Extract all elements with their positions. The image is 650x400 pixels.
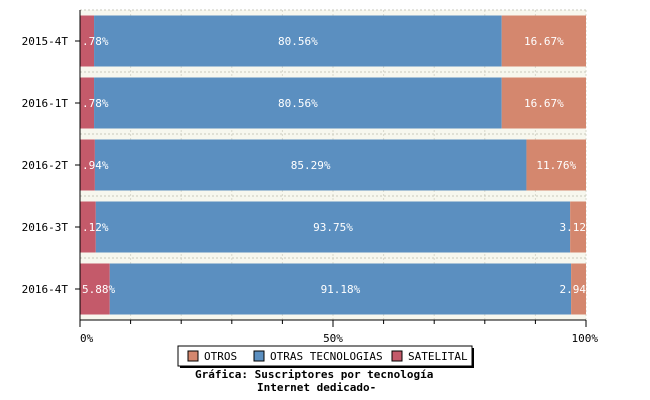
bar-data-label: 85.29% — [291, 159, 331, 172]
bar-segment-otras-tecnologias — [94, 15, 502, 67]
bar-data-label: 80.56% — [278, 35, 318, 48]
x-tick-label: 100% — [572, 332, 599, 345]
bar-data-label: 3.12 — [560, 221, 587, 234]
caption: Gráfica: Suscriptores por tecnologíaInte… — [195, 368, 433, 394]
bar-segment-otros — [501, 77, 586, 129]
bar-segment-otras-tecnologias — [94, 77, 502, 129]
bar-data-label: 11.76% — [536, 159, 576, 172]
bar-data-label: .78% — [82, 35, 109, 48]
legend-swatch — [253, 350, 265, 362]
bars — [80, 15, 586, 315]
bar-data-label: .94% — [82, 159, 109, 172]
category-label: 2016-3T — [22, 221, 69, 234]
bar-segment-satelital — [80, 15, 95, 67]
caption-line: Gráfica: Suscriptores por tecnología — [195, 368, 433, 381]
bar-data-label: 91.18% — [321, 283, 361, 296]
bar-data-label: 2.94 — [560, 283, 587, 296]
x-tick-label: 0% — [80, 332, 94, 345]
bar-labels: .78% 80.56% 16.67% .78% 80.56% 16.67% .94% 85.2… — [82, 35, 586, 296]
bar-segment-satelital — [80, 139, 95, 191]
bar-segment-otros — [501, 15, 586, 67]
legend-entry: OTROS — [204, 350, 237, 363]
legend-entry: SATELITAL — [408, 350, 468, 363]
bar-segment-otras-tecnologias — [94, 139, 527, 191]
axes: 2015-4T 2016-1T 2016-2T 2016-3T 2016-4T 0% 50%… — [22, 10, 599, 345]
bar-data-label: 80.56% — [278, 97, 318, 110]
x-tick-label: 50% — [323, 332, 343, 345]
bar-segment-otros — [526, 139, 586, 191]
bar-data-label: .78% — [82, 97, 109, 110]
bar-segment-satelital — [80, 263, 110, 315]
bar-segment-otras-tecnologias — [109, 263, 572, 315]
bar-data-label: 5.88% — [82, 283, 115, 296]
bar-segment-satelital — [80, 77, 95, 129]
bar-data-label: .12% — [82, 221, 109, 234]
bar-data-label: 16.67% — [524, 97, 564, 110]
legend-swatch — [391, 350, 403, 362]
legend-swatch — [187, 350, 199, 362]
category-label: 2015-4T — [22, 35, 69, 48]
bar-segment-satelital — [80, 201, 96, 253]
bar-data-label: 16.67% — [524, 35, 564, 48]
category-label: 2016-2T — [22, 159, 69, 172]
category-label: 2016-4T — [22, 283, 69, 296]
legend: OTROS OTRAS TECNOLOGIAS SATELITAL — [177, 345, 474, 368]
category-label: 2016-1T — [22, 97, 69, 110]
legend-entry: OTRAS TECNOLOGIAS — [270, 350, 383, 363]
bar-data-label: 93.75% — [313, 221, 353, 234]
bar-segment-otros — [571, 263, 586, 315]
bar-segment-otros — [570, 201, 586, 253]
bar-segment-otras-tecnologias — [95, 201, 571, 253]
caption-line: Internet dedicado- — [257, 381, 376, 394]
